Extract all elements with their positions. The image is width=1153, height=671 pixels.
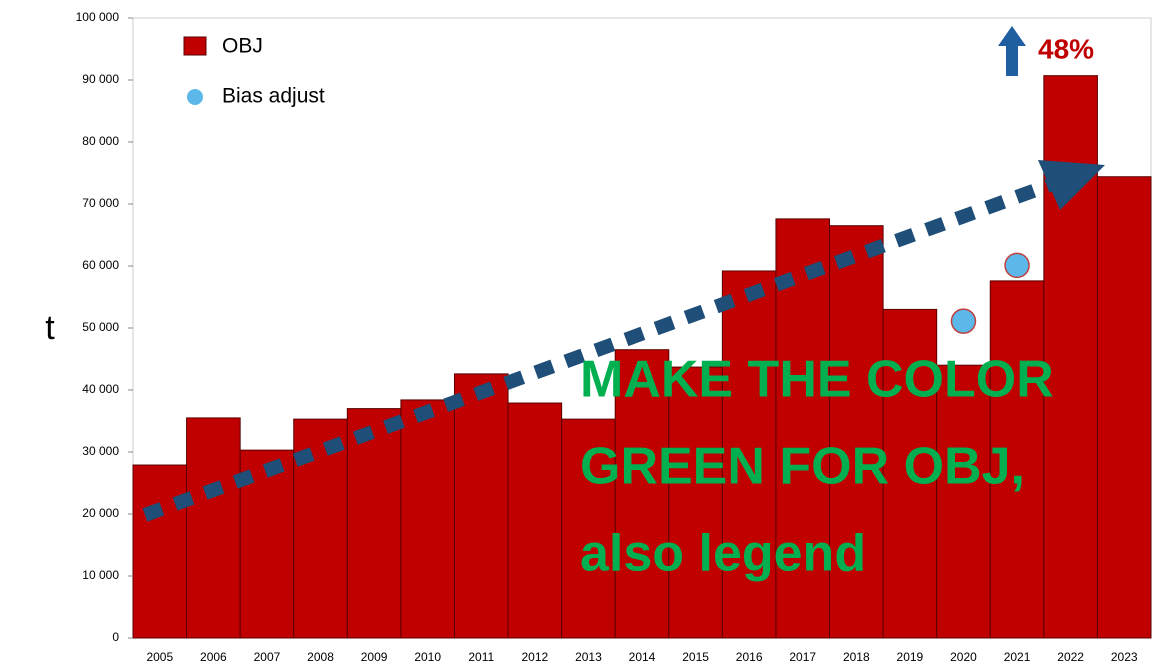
y-tick-label: 30 000 — [82, 444, 119, 458]
annotation: 48% — [1038, 33, 1094, 64]
y-tick-label: 40 000 — [82, 382, 119, 396]
y-tick-label: 50 000 — [82, 320, 119, 334]
bar — [507, 402, 563, 639]
y-tick-label: 20 000 — [82, 506, 119, 520]
annotation: MAKE THE COLOR — [580, 351, 1054, 409]
bar — [186, 417, 241, 639]
x-tick-label: 2014 — [629, 650, 656, 664]
bars — [132, 75, 1152, 639]
y-tick-label: 10 000 — [82, 568, 119, 582]
y-tick-label: 80 000 — [82, 134, 119, 148]
x-tick-label: 2018 — [843, 650, 870, 664]
bar — [561, 418, 616, 639]
x-tick-label: 2005 — [146, 650, 173, 664]
legend-label: Bias adjust — [222, 85, 325, 108]
y-tick-label: 90 000 — [82, 72, 119, 86]
x-tick-label: 2015 — [682, 650, 709, 664]
x-tick-label: 2023 — [1111, 650, 1138, 664]
x-tick-label: 2019 — [897, 650, 924, 664]
bar — [1096, 176, 1152, 639]
x-tick-label: 2020 — [950, 650, 977, 664]
y-tick-label: 60 000 — [82, 258, 119, 272]
x-tick-label: 2016 — [736, 650, 763, 664]
trend-arrowhead — [1038, 160, 1105, 210]
up-arrow-icon — [998, 26, 1026, 76]
legend-swatch — [183, 36, 207, 56]
annotation: GREEN FOR OBJ, — [580, 438, 1025, 496]
bar — [882, 308, 938, 639]
bar — [132, 464, 188, 639]
bar — [668, 366, 723, 639]
x-tick-label: 2008 — [307, 650, 334, 664]
x-tick-label: 2010 — [414, 650, 441, 664]
bar — [346, 408, 402, 639]
bar — [936, 364, 991, 639]
x-tick-label: 2022 — [1057, 650, 1084, 664]
x-tick-label: 2006 — [200, 650, 227, 664]
x-tick-label: 2009 — [361, 650, 388, 664]
x-tick-label: 2013 — [575, 650, 602, 664]
y-tick-label: 0 — [112, 630, 119, 644]
annotation: also legend — [580, 525, 866, 583]
y-axis-label: t — [45, 309, 55, 347]
y-tick-label: 100 000 — [76, 10, 120, 24]
bar — [989, 280, 1045, 639]
bar — [453, 373, 509, 639]
x-tick-label: 2007 — [254, 650, 281, 664]
trend-arrow — [142, 176, 1058, 522]
y-tick-label: 70 000 — [82, 196, 119, 210]
x-tick-label: 2021 — [1004, 650, 1031, 664]
x-tick-label: 2012 — [521, 650, 548, 664]
bar — [829, 225, 884, 639]
x-tick-label: 2011 — [468, 650, 494, 664]
x-tick-label: 2017 — [789, 650, 816, 664]
bias-dot — [950, 308, 977, 334]
bias-dot — [1004, 252, 1030, 279]
bar — [721, 270, 777, 639]
legend-swatch — [187, 89, 203, 105]
legend-label: OBJ — [222, 35, 263, 58]
bar — [400, 399, 455, 639]
